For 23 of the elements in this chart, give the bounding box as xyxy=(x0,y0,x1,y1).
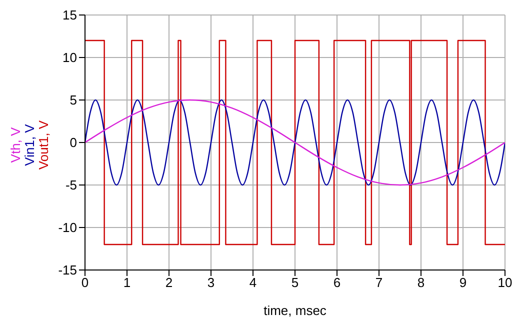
text: Vout1, V xyxy=(36,120,51,170)
text: Vin1, V xyxy=(22,124,37,166)
line-series xyxy=(85,99,505,186)
x-tick-label: 1 xyxy=(123,275,131,290)
y-tick-label: 0 xyxy=(70,135,77,150)
y-tick-label: -5 xyxy=(65,178,77,193)
y-tick-label: -10 xyxy=(58,220,77,236)
text: Vth, V xyxy=(8,126,23,163)
y-tick-label: 5 xyxy=(70,92,77,108)
x-tick-label: 2 xyxy=(165,275,173,290)
x-axis-title: time, msec xyxy=(264,303,327,318)
x-tick-label: 3 xyxy=(207,275,215,290)
x-tick-label: 7 xyxy=(375,275,383,290)
x-tick-label: 0 xyxy=(81,275,89,290)
x-tick-label: 6 xyxy=(333,275,341,290)
x-tick-label: 4 xyxy=(249,275,257,290)
x-tick-label: 8 xyxy=(417,275,425,290)
y-tick-label: -15 xyxy=(58,262,77,278)
x-tick-label: 5 xyxy=(291,275,299,290)
x-tick-label: 9 xyxy=(459,275,467,290)
y-tick-label: 10 xyxy=(62,50,77,66)
y-tick-label: 15 xyxy=(62,8,77,23)
x-tick-label: 10 xyxy=(498,275,512,290)
